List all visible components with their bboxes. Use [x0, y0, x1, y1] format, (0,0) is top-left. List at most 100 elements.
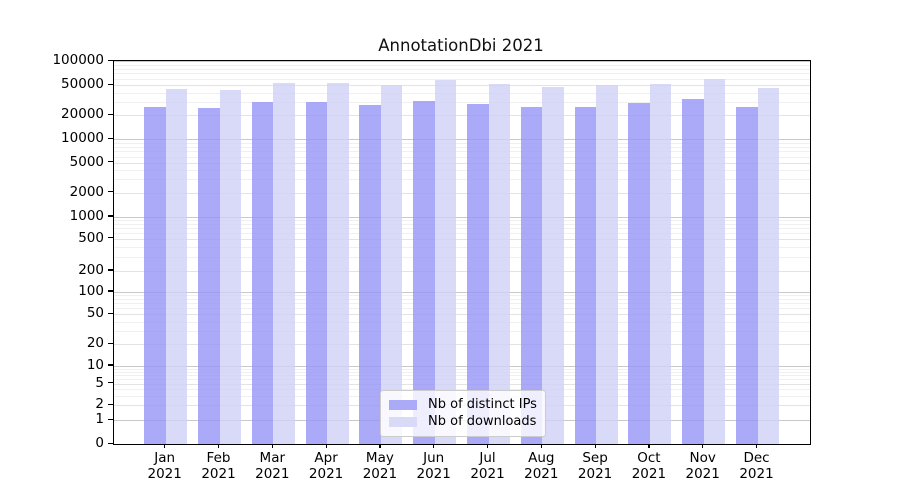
bar-distinct-ips-oct — [628, 102, 650, 444]
gridline — [114, 146, 810, 148]
y-tick-icon — [108, 269, 113, 271]
gridline — [114, 295, 810, 297]
y-tick-icon — [108, 83, 113, 85]
x-tick-label: Aug 2021 — [524, 450, 559, 482]
x-tick-label: Apr 2021 — [308, 450, 344, 482]
y-tick-icon — [108, 161, 113, 163]
bar-downloads-apr — [327, 82, 349, 444]
gridline — [114, 68, 810, 70]
x-tick-icon — [540, 444, 542, 448]
bar-downloads-jul — [488, 83, 510, 444]
gridline — [114, 375, 810, 377]
gridline — [114, 220, 810, 222]
x-tick-label: Dec 2021 — [739, 450, 774, 482]
y-tick-icon — [108, 418, 113, 420]
y-tick-icon — [108, 237, 113, 239]
bar-distinct-ips-mar — [251, 101, 274, 444]
y-tick-label: 20 — [86, 335, 104, 352]
bar-distinct-ips-jul — [467, 104, 489, 444]
plot-area — [113, 60, 811, 445]
y-tick-icon — [108, 113, 113, 115]
gridline — [114, 308, 810, 310]
gridline — [114, 232, 810, 234]
y-tick-icon — [108, 403, 113, 405]
gridline — [114, 115, 810, 117]
gridline — [114, 85, 810, 87]
x-tick-label: Jul 2021 — [470, 450, 505, 482]
y-tick-icon — [108, 312, 113, 314]
bar-distinct-ips-jan — [144, 106, 166, 444]
gridline — [114, 383, 810, 385]
x-tick-icon — [164, 444, 166, 448]
legend-swatch-distinct-ips-icon — [389, 400, 417, 410]
y-tick-label: 5 — [95, 374, 104, 391]
y-tick-label: 20000 — [61, 106, 104, 123]
x-tick-icon — [648, 444, 650, 448]
legend: Nb of distinct IPs Nb of downloads — [380, 390, 546, 437]
bar-distinct-ips-nov — [682, 98, 704, 444]
gridline — [114, 142, 810, 144]
legend-item-distinct-ips: Nb of distinct IPs — [389, 397, 537, 413]
y-tick-label: 2000 — [69, 183, 104, 200]
y-tick-label: 0 — [95, 435, 104, 451]
bar-downloads-jan — [165, 88, 188, 444]
bar-downloads-aug — [542, 86, 564, 444]
bar-distinct-ips-apr — [305, 102, 328, 444]
bar-downloads-jun — [434, 80, 457, 444]
gridline — [114, 238, 810, 240]
bar-downloads-feb — [219, 90, 241, 444]
gridline — [114, 216, 810, 218]
bar-downloads-dec — [757, 87, 779, 444]
bar-downloads-mar — [273, 82, 295, 444]
y-tick-label: 1 — [95, 411, 104, 428]
gridline — [114, 246, 810, 248]
legend-swatch-downloads-icon — [389, 417, 417, 427]
y-tick-label: 10 — [86, 356, 104, 373]
x-tick-icon — [379, 444, 381, 448]
y-tick-icon — [108, 382, 113, 384]
x-tick-icon — [325, 444, 327, 448]
y-tick-icon — [108, 442, 113, 444]
legend-label-distinct-ips: Nb of distinct IPs — [428, 397, 537, 412]
gridline — [114, 151, 810, 153]
gridline — [114, 270, 810, 272]
y-tick-label: 2 — [95, 396, 104, 412]
gridline — [114, 291, 810, 293]
y-tick-label: 100000 — [52, 52, 104, 68]
gridline — [114, 192, 810, 194]
bar-distinct-ips-feb — [198, 107, 220, 444]
bar-downloads-may — [380, 85, 403, 444]
x-tick-label: Oct 2021 — [631, 450, 667, 482]
gridline — [114, 303, 810, 305]
y-tick-label: 50 — [86, 305, 104, 322]
gridline — [114, 156, 810, 158]
x-tick-icon — [271, 444, 273, 448]
gridline — [114, 162, 810, 164]
gridline — [114, 78, 810, 80]
bar-distinct-ips-aug — [520, 106, 543, 444]
y-tick-icon — [108, 290, 113, 292]
y-tick-icon — [108, 137, 113, 139]
gridline — [114, 368, 810, 370]
y-tick-icon — [108, 342, 113, 344]
y-tick-icon — [108, 191, 113, 193]
y-tick-label: 10000 — [61, 130, 104, 147]
legend-item-downloads: Nb of downloads — [389, 414, 537, 430]
y-tick-label: 50000 — [61, 76, 104, 93]
bar-distinct-ips-jun — [413, 100, 435, 444]
x-tick-icon — [487, 444, 489, 448]
y-tick-label: 100 — [78, 282, 104, 299]
bar-downloads-oct — [649, 83, 672, 444]
x-tick-label: Mar 2021 — [255, 450, 290, 482]
gridline — [114, 388, 810, 390]
y-tick-label: 1000 — [69, 207, 104, 224]
y-tick-label: 5000 — [69, 153, 104, 170]
y-tick-label: 500 — [78, 229, 104, 246]
legend-label-downloads: Nb of downloads — [428, 414, 537, 429]
bar-downloads-sep — [596, 85, 618, 444]
y-tick-icon — [108, 59, 113, 61]
x-tick-icon — [702, 444, 704, 448]
bar-distinct-ips-dec — [736, 106, 758, 444]
x-tick-label: May 2021 — [362, 450, 398, 482]
y-tick-label: 200 — [78, 261, 104, 278]
